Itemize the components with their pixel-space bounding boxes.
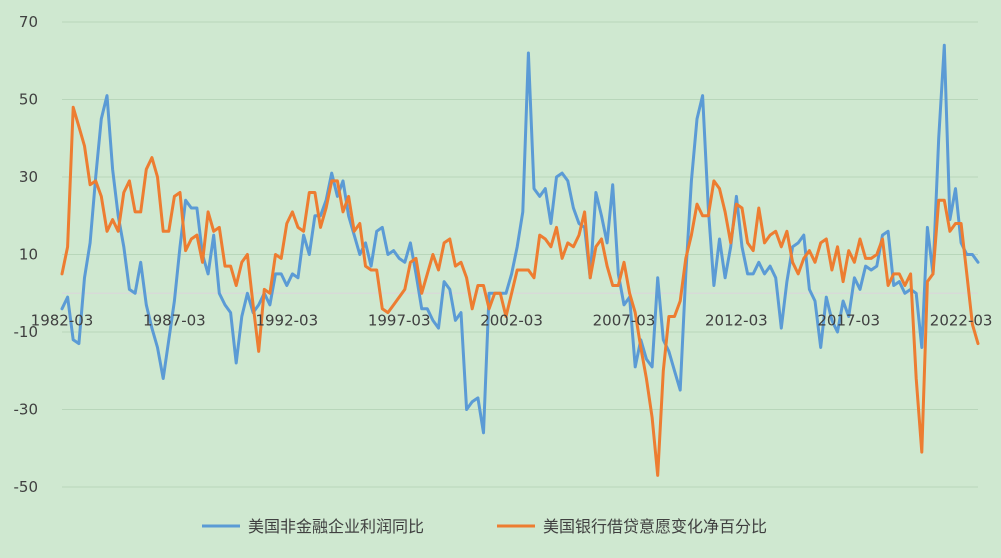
y-tick-label: 10 <box>19 246 38 264</box>
x-tick-label: 2007-03 <box>593 311 656 329</box>
x-tick-label: 1992-03 <box>255 311 318 329</box>
y-tick-label: 30 <box>19 168 38 186</box>
y-tick-label: 70 <box>19 13 38 31</box>
x-tick-label: 1997-03 <box>368 311 431 329</box>
y-tick-label: -10 <box>14 323 39 341</box>
x-tick-label: 2022-03 <box>930 311 993 329</box>
y-tick-label: -30 <box>14 401 39 419</box>
x-tick-label: 1987-03 <box>143 311 206 329</box>
series-line-1 <box>60 43 980 435</box>
x-tick-label: 2017-03 <box>817 311 880 329</box>
legend: 美国非金融企业利润同比 美国银行借贷意愿变化净百分比 <box>202 517 767 536</box>
y-tick-label: 50 <box>19 91 38 109</box>
x-axis: 1982-03 1987-03 1992-03 1997-03 2002-03 2007-… <box>31 311 993 329</box>
x-tick-label: 2012-03 <box>705 311 768 329</box>
x-tick-label: 1982-03 <box>31 311 94 329</box>
x-tick-label: 2002-03 <box>480 311 543 329</box>
series-line-2 <box>60 105 980 477</box>
y-tick-label: -50 <box>14 478 39 496</box>
series-group <box>60 43 980 477</box>
legend-label: 美国非金融企业利润同比 <box>248 517 424 536</box>
y-axis: 70 50 30 10 -10 -30 -50 <box>14 13 39 496</box>
legend-label: 美国银行借贷意愿变化净百分比 <box>543 517 767 536</box>
